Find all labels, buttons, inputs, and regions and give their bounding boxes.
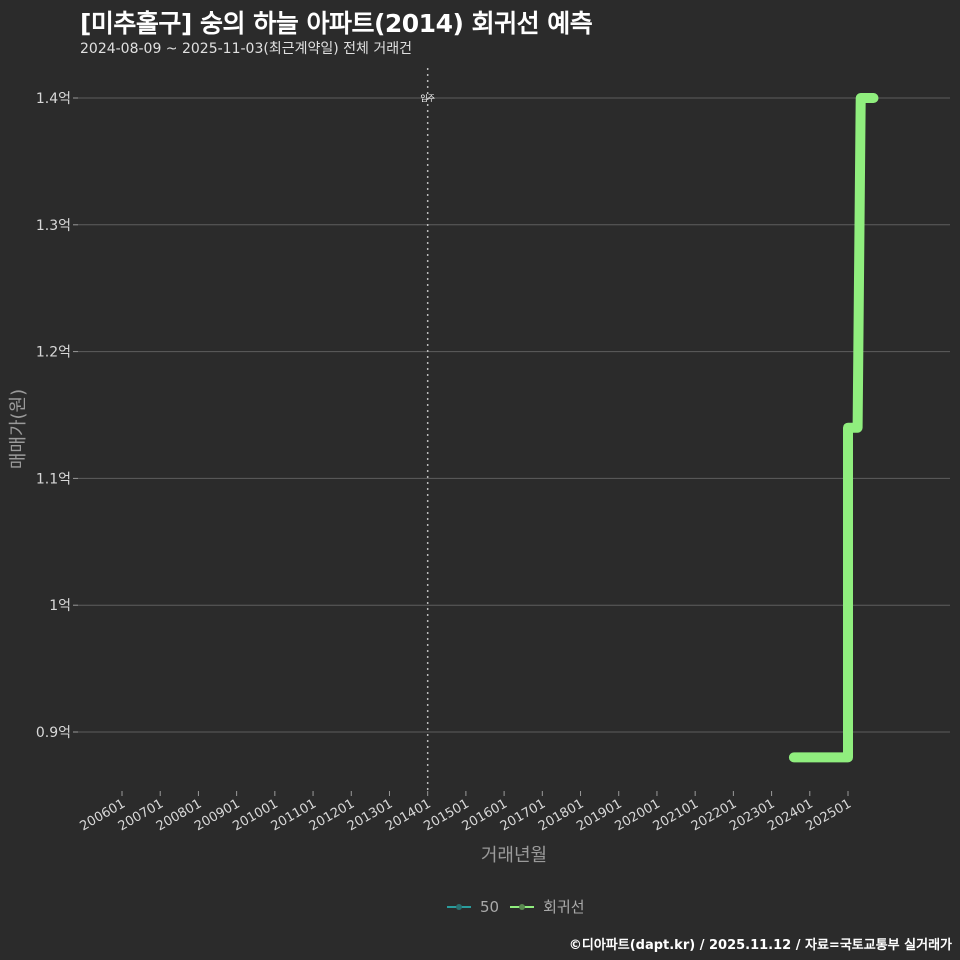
y-tick-label: 1억 <box>49 598 71 614</box>
y-tick-label: 1.2억 <box>36 345 71 361</box>
y-tick-label: 1.4억 <box>36 91 71 107</box>
move-in-label: 입주 <box>420 94 435 103</box>
chart-title: [미추홀구] 숭의 하늘 아파트(2014) 회귀선 예측 <box>80 9 593 38</box>
legend-line-icon <box>447 903 471 910</box>
legend-label: 회귀선 <box>543 898 585 916</box>
legend-line-icon <box>510 903 535 910</box>
chart-subtitle: 2024-08-09 ~ 2025-11-03(최근계약일) 전체 거래건 <box>80 41 412 57</box>
y-tick-label: 1.3억 <box>36 218 71 234</box>
regression-line <box>788 93 879 763</box>
legend: 50 회귀선 <box>446 896 585 917</box>
legend-item-50[interactable]: 50 <box>446 898 499 916</box>
x-axis-title: 거래년월 <box>481 845 547 866</box>
legend-item-regression[interactable]: 회귀선 <box>509 896 585 917</box>
y-tick-label: 1.1억 <box>36 471 71 487</box>
y-axis-title: 매매가(원) <box>8 389 29 469</box>
footer-credit: ©디아파트(dapt.kr) / 2025.11.12 / 자료=국토교통부 실… <box>568 938 952 953</box>
y-tick-label: 0.9억 <box>36 725 71 741</box>
legend-label: 50 <box>480 897 500 916</box>
